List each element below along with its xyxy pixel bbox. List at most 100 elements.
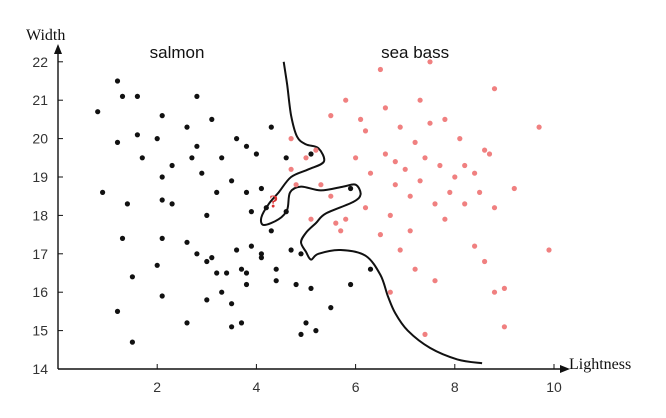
salmon-point: [243, 143, 250, 149]
sea-bass-point: [343, 97, 349, 103]
salmon-point: [159, 113, 165, 119]
salmon-point: [134, 93, 140, 99]
sea-bass-label: sea bass: [381, 43, 449, 62]
x-axis-arrow: [560, 365, 570, 373]
sea-bass-point: [427, 59, 433, 65]
sea-bass-point: [353, 155, 359, 161]
sea-bass-point: [536, 124, 542, 130]
sea-bass-point: [472, 170, 478, 176]
x-tick-label: 4: [253, 379, 261, 395]
salmon-point: [303, 320, 309, 326]
sea-bass-point: [491, 86, 498, 92]
y-tick-label: 20: [32, 131, 48, 147]
salmon-point: [367, 266, 374, 272]
sea-bass-point: [382, 105, 388, 111]
salmon-point: [283, 209, 289, 215]
axes: [54, 44, 570, 373]
sea-bass-point: [402, 166, 408, 172]
x-tick-label: 8: [451, 379, 459, 395]
salmon-point: [258, 255, 264, 261]
sea-bass-point: [491, 205, 498, 211]
salmon-point: [288, 247, 294, 253]
sea-bass-point: [358, 116, 364, 122]
sea-bass-point: [392, 159, 398, 165]
salmon-point: [224, 270, 230, 276]
sea-bass-point: [318, 182, 324, 188]
salmon-point: [184, 239, 190, 245]
sea-bass-point: [452, 174, 458, 180]
sea-bass-point: [437, 162, 443, 169]
sea-bass-point: [491, 289, 498, 295]
points: [95, 59, 552, 345]
salmon-point: [194, 143, 200, 149]
salmon-point: [273, 278, 279, 284]
salmon-point: [348, 281, 354, 288]
sea-bass-point: [407, 193, 413, 199]
salmon-point: [169, 162, 175, 169]
salmon-point: [238, 320, 245, 326]
sea-bass-point: [511, 185, 517, 192]
sea-bass-point: [412, 266, 418, 272]
sea-bass-point: [462, 162, 468, 169]
y-tick-label: 18: [32, 207, 48, 223]
sea-bass-point: [288, 136, 294, 142]
sea-bass-point: [333, 220, 339, 226]
salmon-point: [248, 243, 254, 249]
x-tick-label: 2: [153, 379, 161, 395]
salmon-point: [209, 255, 215, 261]
salmon-point: [204, 258, 210, 265]
salmon-point: [258, 185, 264, 192]
y-tick-label: 16: [32, 284, 48, 300]
sea-bass-point: [328, 193, 334, 199]
sea-bass-point: [338, 228, 344, 234]
salmon-point: [154, 136, 160, 142]
decision-boundary: [259, 61, 483, 365]
salmon-point: [234, 247, 240, 253]
y-tick-label: 22: [32, 54, 48, 70]
salmon-point: [273, 266, 279, 272]
sea-bass-point: [362, 205, 369, 211]
salmon-point: [119, 235, 126, 241]
sea-bass-point: [303, 155, 309, 161]
sea-bass-point: [486, 151, 493, 157]
sea-bass-point: [308, 216, 314, 222]
sea-bass-point: [422, 331, 428, 337]
salmon-point: [169, 201, 175, 207]
salmon-point: [268, 228, 274, 234]
salmon-point: [159, 197, 165, 203]
sea-bass-point: [501, 324, 507, 330]
salmon-point: [219, 289, 225, 295]
salmon-point: [308, 151, 314, 157]
sea-bass-point: [293, 182, 299, 188]
query-point-label: ?: [269, 192, 278, 212]
salmon-point: [199, 170, 205, 176]
salmon-point: [139, 155, 145, 161]
sea-bass-point: [417, 97, 423, 103]
salmon-point: [243, 189, 250, 195]
salmon-point: [214, 270, 220, 276]
salmon-point: [243, 281, 250, 288]
y-tick-label: 19: [32, 169, 48, 185]
x-axis-label: Lightness: [569, 356, 631, 373]
y-tick-label: 21: [32, 92, 48, 108]
ticks: 2 4 6 8 10 14 15 16 17 18 19 20 21 22: [32, 54, 562, 395]
salmon-point: [95, 109, 101, 115]
salmon-point: [328, 305, 334, 311]
sea-bass-point: [392, 182, 398, 188]
salmon-point: [129, 274, 135, 280]
salmon-point: [159, 293, 165, 299]
salmon-point: [194, 251, 200, 257]
salmon-point: [100, 189, 106, 195]
salmon-point: [154, 262, 160, 268]
sea-bass-point: [387, 289, 393, 295]
sea-bass-point: [362, 128, 369, 134]
salmon-point: [204, 297, 210, 303]
sea-bass-point: [377, 232, 383, 238]
sea-bass-point: [417, 178, 423, 184]
salmon-point: [184, 124, 190, 130]
salmon-point: [219, 155, 225, 161]
sea-bass-point: [472, 243, 478, 249]
salmon-point: [238, 266, 245, 272]
salmon-point: [159, 174, 165, 180]
